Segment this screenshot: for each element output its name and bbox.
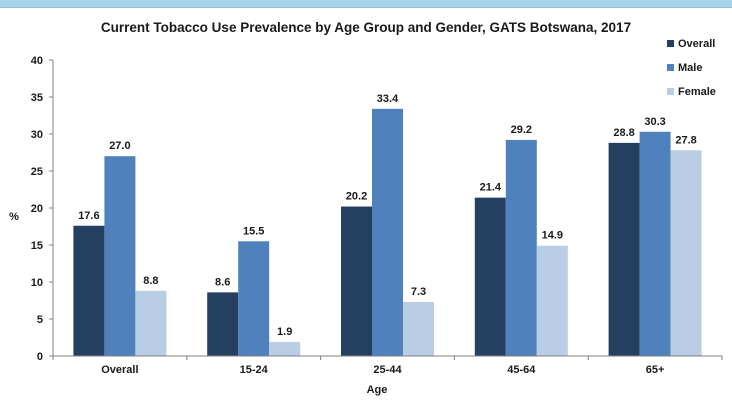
bar-male	[238, 241, 270, 356]
data-label: 20.2	[346, 191, 367, 203]
y-tick-label: 35	[31, 92, 43, 104]
top-decorative-band	[0, 0, 732, 8]
legend-swatch-male	[667, 64, 674, 71]
legend: Overall Male Female	[667, 38, 716, 98]
legend-label-overall: Overall	[678, 38, 715, 50]
data-label: 33.4	[377, 93, 399, 105]
data-label: 27.8	[675, 134, 696, 146]
y-tick-label: 30	[31, 129, 43, 141]
data-label: 28.8	[613, 127, 634, 139]
chart-title: Current Tobacco Use Prevalence by Age Gr…	[101, 20, 631, 35]
data-label: 27.0	[109, 140, 130, 152]
legend-swatch-female	[667, 88, 674, 95]
bar-overall	[73, 225, 105, 356]
bar-female	[269, 341, 301, 356]
data-label: 29.2	[511, 124, 532, 136]
x-tick-label: Overall	[101, 364, 138, 376]
y-axis-label: %	[9, 211, 19, 223]
data-label: 15.5	[243, 225, 264, 237]
data-label: 7.3	[411, 286, 426, 298]
bar-female	[536, 245, 568, 356]
x-axis: Overall 15-24 25-44 45-64 65+	[52, 355, 723, 376]
data-label: 8.6	[215, 276, 230, 288]
y-tick-label: 25	[31, 166, 43, 178]
bar-female	[403, 301, 434, 356]
bars: 17.6 27.0 8.8 8.6 15.5 1.9 20.2 33.4 7.3 21.4 29.2…	[73, 93, 702, 356]
data-label: 14.9	[542, 230, 563, 242]
data-label: 1.9	[277, 326, 292, 338]
y-tick-label: 15	[31, 240, 43, 252]
bar-male	[104, 156, 136, 356]
y-tick-label: 0	[37, 351, 43, 363]
y-tick-label: 10	[31, 277, 43, 289]
bar-female	[135, 290, 167, 356]
data-label: 8.8	[143, 275, 158, 287]
x-tick-label: 65+	[646, 364, 665, 376]
data-label: 17.6	[78, 210, 99, 222]
bar-female	[670, 150, 702, 356]
data-label: 21.4	[480, 182, 502, 194]
x-tick-label: 25-44	[373, 364, 402, 376]
data-label: 30.3	[644, 116, 665, 128]
bar-male	[505, 139, 537, 356]
bar-overall	[341, 206, 372, 356]
x-tick-label: 45-64	[507, 364, 536, 376]
y-tick-label: 20	[31, 203, 43, 215]
legend-swatch-overall	[667, 40, 674, 47]
legend-label-male: Male	[678, 62, 702, 74]
x-axis-label: Age	[367, 384, 388, 396]
y-tick-label: 40	[31, 55, 43, 67]
bar-overall	[207, 292, 239, 356]
y-tick-label: 5	[37, 314, 43, 326]
bar-male	[639, 131, 671, 356]
bar-overall	[608, 142, 640, 356]
x-tick-label: 15-24	[240, 364, 269, 376]
y-axis: 0 5 10 15 20 25 30 35 40	[31, 55, 54, 363]
bar-overall	[474, 197, 506, 356]
bar-male	[372, 108, 403, 356]
legend-label-female: Female	[678, 86, 716, 98]
